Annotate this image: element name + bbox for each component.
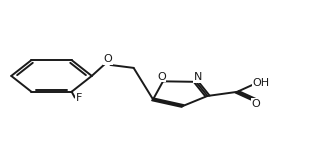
Text: O: O	[103, 54, 112, 64]
Text: O: O	[251, 99, 260, 109]
Text: O: O	[157, 72, 166, 82]
Text: F: F	[76, 93, 82, 103]
Text: N: N	[194, 72, 202, 82]
Text: OH: OH	[253, 78, 270, 88]
